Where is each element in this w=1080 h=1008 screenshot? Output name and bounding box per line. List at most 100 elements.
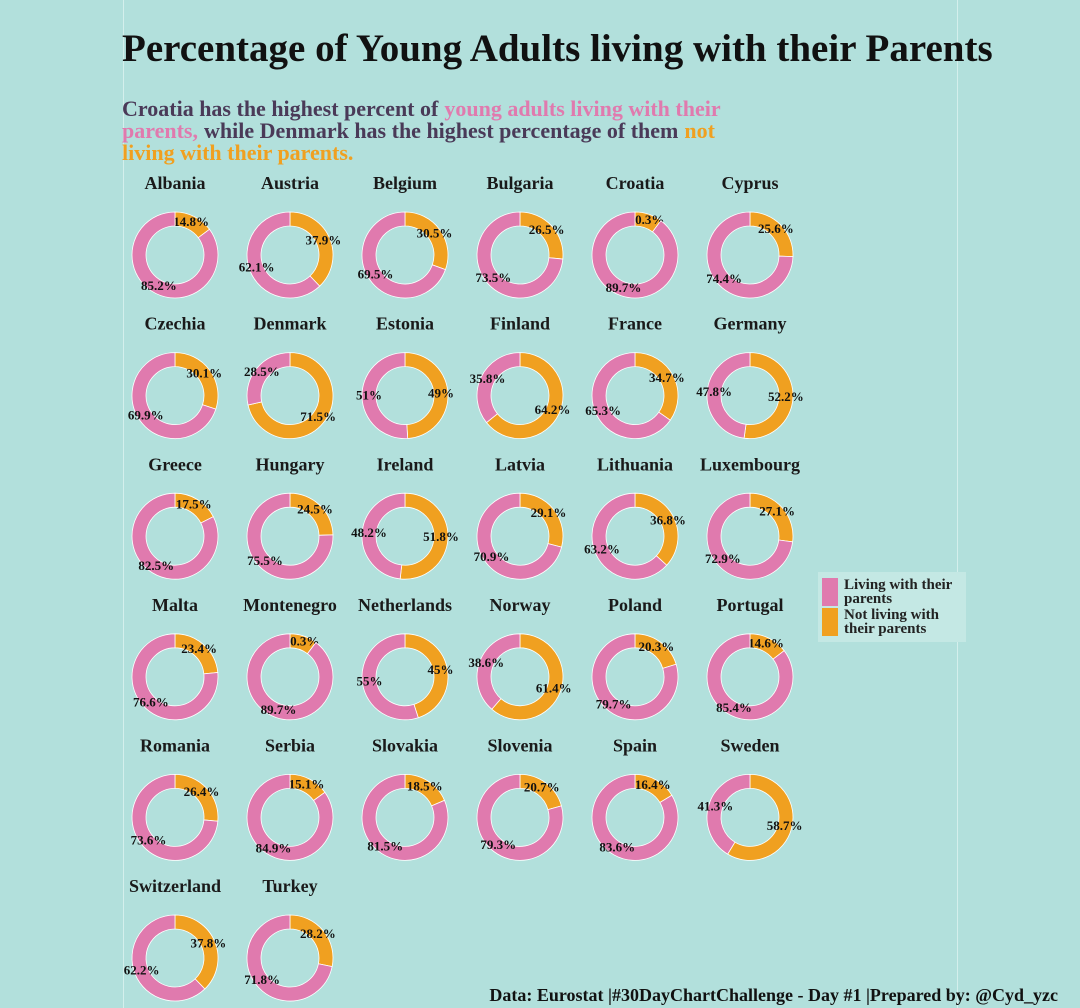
value-label: 62.1%	[239, 259, 275, 274]
category-label: Czechia	[145, 314, 206, 334]
value-label: 28.2%	[300, 926, 336, 941]
category-label: Belgium	[373, 173, 437, 193]
value-label: 30.5%	[417, 225, 453, 240]
value-label: 61.4%	[536, 680, 572, 695]
value-label: 37.9%	[306, 233, 342, 248]
donut-segment	[404, 352, 449, 439]
value-label: 49%	[428, 385, 454, 400]
value-label: 37.8%	[191, 936, 227, 951]
donut: Lithuania 36.8% 63.2%	[584, 454, 686, 580]
donut: Hungary 24.5% 75.5%	[246, 454, 334, 580]
legend-entry: Not living with their parents	[822, 607, 962, 637]
donut-segment	[246, 773, 334, 861]
donut-segment	[591, 492, 668, 580]
donut-segment	[246, 352, 291, 406]
donut-segment	[634, 492, 679, 566]
category-label: Montenegro	[243, 595, 337, 615]
value-label: 73.5%	[475, 270, 511, 285]
donut: Sweden 58.7% 41.3%	[697, 736, 803, 861]
category-label: Poland	[608, 595, 662, 615]
category-label: Sweden	[720, 736, 779, 756]
donut-segment	[706, 352, 751, 439]
value-label: 73.6%	[131, 833, 167, 848]
donut: Romania 26.4% 73.6%	[131, 736, 220, 861]
value-label: 71.5%	[300, 409, 336, 424]
donut: Montenegro 10.3% 89.7%	[243, 595, 337, 721]
value-label: 63.2%	[584, 542, 620, 557]
value-label: 75.5%	[247, 553, 283, 568]
value-label: 79.7%	[596, 697, 632, 712]
value-label: 89.7%	[261, 702, 297, 717]
donut: Albania 14.8% 85.2%	[131, 173, 219, 299]
value-label: 14.8%	[173, 214, 209, 229]
value-label: 72.9%	[705, 551, 741, 566]
donut-segment	[476, 773, 564, 861]
donut-segment	[706, 211, 794, 299]
donut-segment	[174, 914, 219, 990]
category-label: Bulgaria	[486, 173, 553, 193]
legend-entry: Living with their parents	[822, 578, 962, 607]
donut: Czechia 30.1% 69.9%	[128, 314, 222, 439]
legend-label: Not living with their parents	[844, 607, 940, 637]
value-label: 81.5%	[367, 838, 403, 853]
value-label: 26.4%	[184, 784, 220, 799]
donut-segment	[706, 492, 794, 580]
value-label: 15.1%	[289, 776, 325, 791]
donut-segment	[361, 773, 449, 861]
category-label: Romania	[140, 736, 210, 756]
value-label: 55%	[356, 673, 382, 688]
frame	[123, 0, 958, 1008]
value-label: 62.2%	[124, 962, 160, 977]
donut-segment	[591, 773, 679, 861]
value-label: 38.6%	[468, 655, 504, 670]
value-label: 29.1%	[531, 505, 567, 520]
value-label: 45%	[428, 662, 454, 677]
donut: Ireland 51.8% 48.2%	[351, 454, 459, 580]
donut: Serbia 15.1% 84.9%	[246, 736, 334, 861]
value-label: 30.1%	[186, 366, 222, 381]
category-label: Latvia	[495, 454, 545, 474]
donut: Slovenia 20.7% 79.3%	[476, 736, 564, 861]
value-label: 48.2%	[351, 525, 387, 540]
value-label: 23.4%	[181, 641, 217, 656]
category-label: Estonia	[376, 314, 434, 334]
donut-segment	[131, 352, 217, 439]
subtitle-part: young adults living with their parents,	[122, 96, 721, 143]
donut: Bulgaria 26.5% 73.5%	[475, 173, 565, 299]
value-label: 24.5%	[297, 501, 333, 516]
subtitle: Croatia has the highest percent of young …	[122, 98, 762, 164]
value-label: 17.5%	[176, 496, 212, 511]
value-label: 10.3%	[629, 212, 665, 227]
value-label: 47.8%	[696, 384, 732, 399]
donut: Netherlands 45% 55%	[356, 595, 454, 721]
donut-segment	[247, 352, 334, 439]
category-label: Croatia	[606, 173, 665, 193]
category-label: Slovenia	[487, 736, 552, 756]
value-label: 52.2%	[768, 389, 804, 404]
value-label: 28.5%	[244, 364, 280, 379]
value-label: 71.8%	[244, 972, 280, 987]
category-label: France	[608, 314, 662, 334]
donut-segment	[706, 633, 794, 721]
donut-segment	[404, 211, 449, 271]
donut-segment	[246, 633, 334, 721]
category-label: Turkey	[262, 876, 317, 896]
category-label: Spain	[613, 736, 657, 756]
value-label: 26.5%	[529, 222, 565, 237]
category-label: Luxembourg	[700, 454, 800, 474]
category-label: Greece	[148, 454, 202, 474]
category-label: Austria	[261, 173, 319, 193]
subtitle-part: not living with their parents.	[122, 118, 715, 165]
value-label: 27.1%	[759, 503, 795, 518]
value-label: 64.2%	[535, 402, 571, 417]
value-label: 70.9%	[474, 549, 510, 564]
value-label: 18.5%	[407, 778, 443, 793]
value-label: 76.6%	[133, 694, 169, 709]
donut: Slovakia 18.5% 81.5%	[361, 736, 449, 861]
legend-swatch	[822, 608, 838, 636]
category-label: Finland	[490, 314, 550, 334]
value-label: 58.7%	[767, 818, 803, 833]
donut-segment	[131, 211, 219, 299]
